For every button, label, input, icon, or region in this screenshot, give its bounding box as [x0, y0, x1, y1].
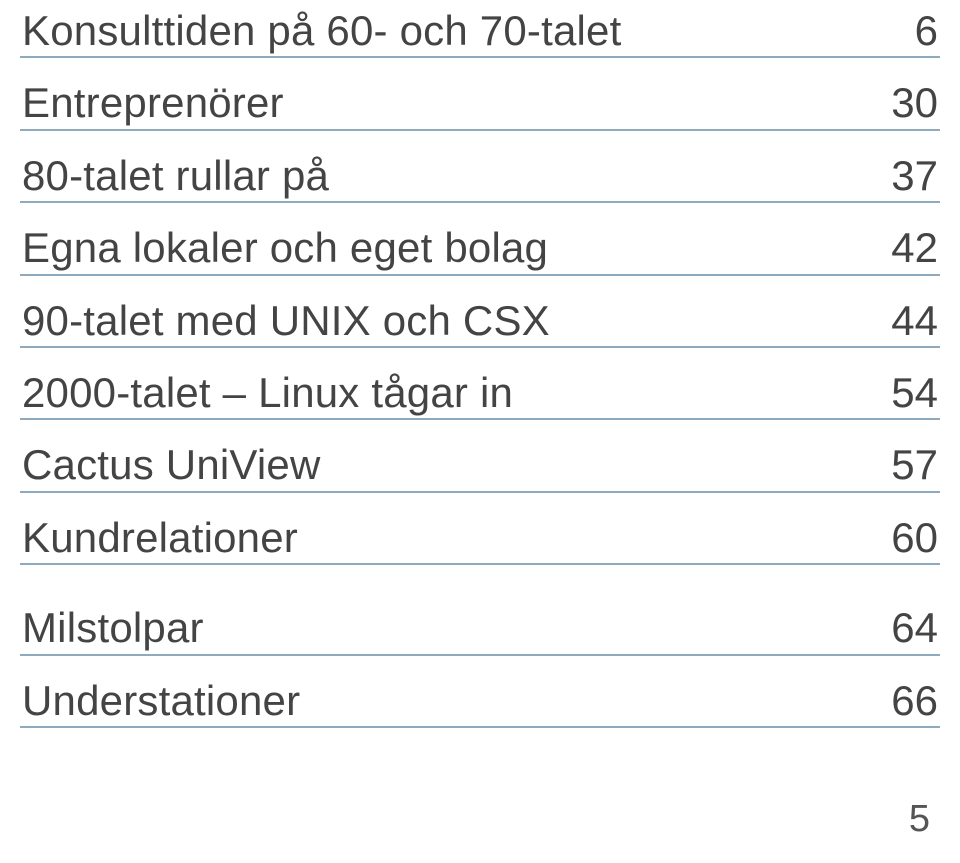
page: Konsulttiden på 60- och 70-talet 6 Entre…	[0, 0, 960, 863]
toc-page-number: 37	[858, 151, 938, 201]
toc-label: Understationer	[22, 676, 300, 726]
toc-row: 2000-talet – Linux tågar in 54	[20, 362, 940, 420]
toc-row: Milstolpar 64	[20, 597, 940, 655]
toc-row: Egna lokaler och eget bolag 42	[20, 217, 940, 275]
toc-label: Konsulttiden på 60- och 70-talet	[22, 6, 621, 56]
toc-page-number: 60	[858, 513, 938, 563]
toc-row: Konsulttiden på 60- och 70-talet 6	[20, 0, 940, 58]
toc-label: Cactus UniView	[22, 440, 320, 490]
page-number: 5	[909, 798, 930, 841]
toc-label: Egna lokaler och eget bolag	[22, 223, 548, 273]
toc-row: Cactus UniView 57	[20, 434, 940, 492]
toc-page-number: 6	[858, 6, 938, 56]
toc-row: Kundrelationer 60	[20, 507, 940, 565]
toc-page-number: 42	[858, 223, 938, 273]
toc-page-number: 66	[858, 676, 938, 726]
toc-page-number: 54	[858, 368, 938, 418]
toc-row: 80-talet rullar på 37	[20, 145, 940, 203]
toc-row: Entreprenörer 30	[20, 72, 940, 130]
toc-page-number: 44	[858, 296, 938, 346]
toc-row: 90-talet med UNIX och CSX 44	[20, 290, 940, 348]
toc-page-number: 57	[858, 440, 938, 490]
toc-row: Understationer 66	[20, 670, 940, 728]
toc-label: Entreprenörer	[22, 78, 284, 128]
toc-page-number: 64	[858, 603, 938, 653]
toc-label: Kundrelationer	[22, 513, 298, 563]
toc-page-number: 30	[858, 78, 938, 128]
toc-label: Milstolpar	[22, 603, 204, 653]
toc-label: 80-talet rullar på	[22, 151, 329, 201]
toc-label: 90-talet med UNIX och CSX	[22, 296, 550, 346]
toc-label: 2000-talet – Linux tågar in	[22, 368, 513, 418]
table-of-contents: Konsulttiden på 60- och 70-talet 6 Entre…	[20, 0, 940, 728]
